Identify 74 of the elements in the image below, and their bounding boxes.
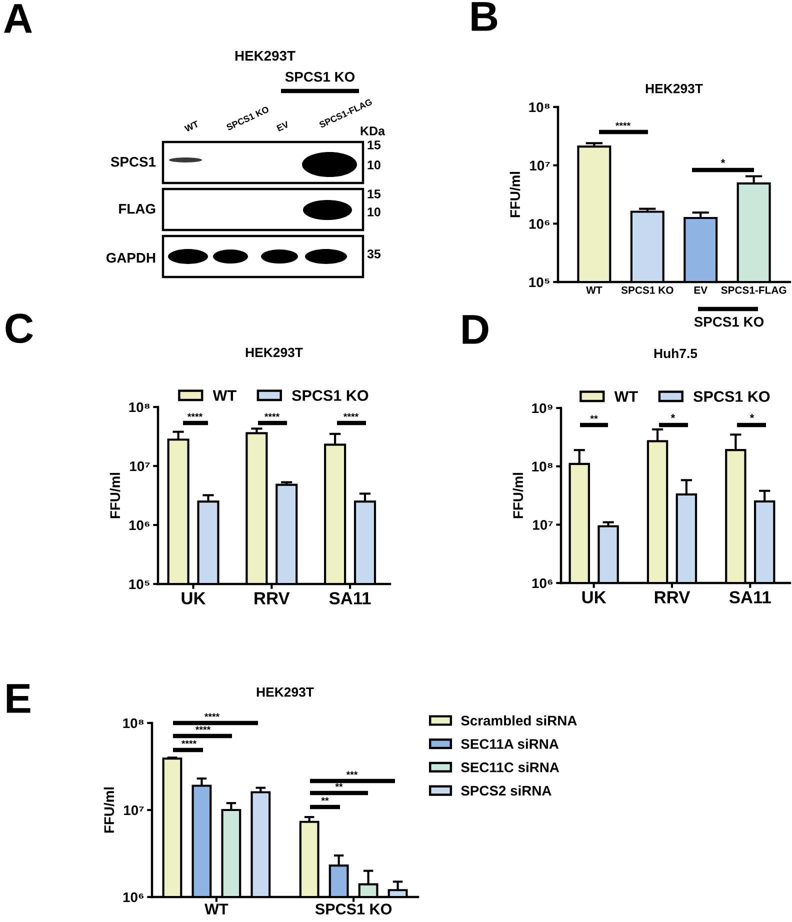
text: D xyxy=(462,315,488,344)
annotation: * xyxy=(750,414,754,418)
text: SPCS1 KO xyxy=(285,72,355,82)
legend-label: SPCS1 KO xyxy=(292,390,368,401)
y-axis-title: FFU/ml xyxy=(512,472,524,518)
x-tick-label: UK xyxy=(182,592,206,604)
x-tick-label: SA11 xyxy=(329,592,371,604)
y-tick-label: 10⁸ xyxy=(532,462,553,472)
legend-label: WT xyxy=(212,390,236,401)
text: GAPDH xyxy=(106,252,156,263)
text: WT xyxy=(184,120,200,132)
y-tick-label: 10⁵ xyxy=(529,277,550,288)
y-tick-label: 10⁷ xyxy=(533,520,553,530)
text: HEK293T xyxy=(235,50,296,61)
y-tick-label: 10⁷ xyxy=(124,805,144,816)
annotation: * xyxy=(720,159,726,164)
chart-title: Huh7.5 xyxy=(654,348,698,358)
y-tick-label: 10⁶ xyxy=(129,520,150,530)
y-tick-label: 10⁵ xyxy=(129,579,150,590)
text: 10 xyxy=(368,208,380,216)
x-tick-label: SPCS1 KO xyxy=(621,286,674,294)
y-axis-title: FFU/ml xyxy=(510,172,520,218)
chart-title: HEK293T xyxy=(246,348,303,358)
text: EV xyxy=(276,120,290,132)
y-tick-label: 10⁶ xyxy=(529,219,550,229)
legend-label: Scrambled siRNA xyxy=(461,715,577,726)
annotation: ** xyxy=(321,797,329,801)
text: FLAG xyxy=(119,204,156,214)
y-axis-title: FFU/ml xyxy=(110,472,120,518)
annotation: **** xyxy=(343,413,359,417)
annotation: **** xyxy=(195,726,211,730)
annotation: **** xyxy=(264,413,280,417)
text: 15 xyxy=(368,190,381,198)
y-tick-label: 10⁶ xyxy=(532,578,553,588)
legend-label: SPCS1 KO xyxy=(693,391,770,402)
text: 15 xyxy=(368,140,381,150)
legend-label: SEC11C siRNA xyxy=(461,762,560,772)
annotation: **** xyxy=(615,122,631,126)
x-tick-label: RRV xyxy=(254,592,290,604)
text: C xyxy=(6,314,33,344)
x-tick-label: WT xyxy=(586,286,602,294)
chart-title: HEK293T xyxy=(256,687,314,697)
legend-label: SEC11A siRNA xyxy=(461,738,559,749)
annotation: *** xyxy=(346,771,358,775)
text: SPCS1 xyxy=(110,156,156,167)
legend-label: SPCS2 siRNA xyxy=(461,785,552,796)
x-tick-label: SA11 xyxy=(729,591,771,604)
x-tick-label: EV xyxy=(694,286,708,294)
y-axis-title: FFU/ml xyxy=(104,787,114,833)
annotation: ** xyxy=(335,783,343,787)
text: **** xyxy=(204,713,220,717)
x-tick-label: SPCS1-FLAG xyxy=(721,286,786,294)
y-tick-label: 10⁷ xyxy=(130,461,150,472)
annotation: **** xyxy=(181,740,197,744)
y-tick-label: 10⁹ xyxy=(532,403,552,414)
text: SPCS1 KO xyxy=(694,316,764,327)
y-tick-label: 10⁸ xyxy=(123,718,144,728)
y-tick-label: 10⁷ xyxy=(530,160,550,171)
x-tick-label: RRV xyxy=(654,591,690,604)
text: 10 xyxy=(368,160,380,170)
chart-title: HEK293T xyxy=(646,84,703,94)
annotation: ** xyxy=(590,415,598,419)
y-tick-label: 10⁸ xyxy=(529,102,550,112)
x-tick-label: UK xyxy=(582,591,606,604)
text: E xyxy=(6,684,30,713)
y-tick-label: 10⁶ xyxy=(123,892,144,902)
annotation: * xyxy=(670,414,676,418)
y-tick-label: 10⁸ xyxy=(129,402,150,412)
text: KDa xyxy=(360,126,386,136)
text: 35 xyxy=(367,250,381,258)
legend-label: WT xyxy=(614,391,638,402)
annotation: **** xyxy=(187,413,203,417)
text: B xyxy=(472,2,498,31)
text: A xyxy=(4,4,32,33)
